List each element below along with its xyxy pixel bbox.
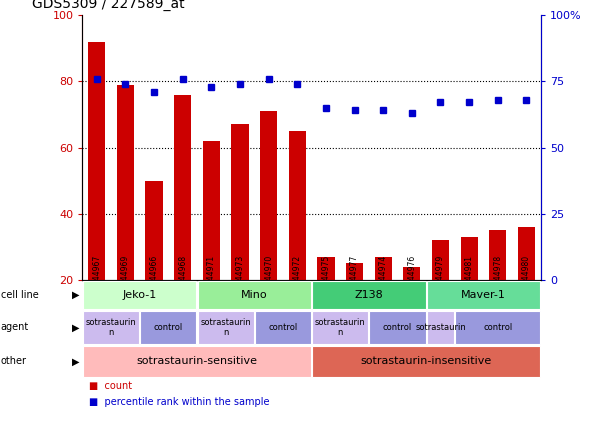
Bar [88, 41, 106, 280]
Bar [426, 281, 540, 309]
Text: control: control [383, 323, 412, 332]
Bar [83, 281, 197, 309]
Text: GSM1044966: GSM1044966 [150, 254, 159, 306]
Bar [312, 311, 368, 343]
Text: sotrastaurin
n: sotrastaurin n [315, 318, 365, 337]
Bar [432, 240, 449, 280]
Bar [203, 141, 220, 280]
Text: Mino: Mino [241, 290, 268, 300]
Text: ■  percentile rank within the sample: ■ percentile rank within the sample [89, 398, 269, 407]
Bar [255, 311, 311, 343]
Bar [455, 311, 540, 343]
Text: GSM1044981: GSM1044981 [464, 255, 474, 305]
Text: GSM1044974: GSM1044974 [379, 254, 388, 306]
Bar [426, 311, 454, 343]
Bar [317, 257, 335, 280]
Bar [518, 227, 535, 280]
Text: GSM1044967: GSM1044967 [92, 254, 101, 306]
Bar [403, 267, 420, 280]
Text: control: control [154, 323, 183, 332]
Text: agent: agent [1, 322, 29, 332]
Text: GSM1044979: GSM1044979 [436, 254, 445, 306]
Bar [232, 124, 249, 280]
Text: GDS5309 / 227589_at: GDS5309 / 227589_at [32, 0, 185, 11]
Bar [312, 346, 540, 376]
Text: sotrastaurin-insensitive: sotrastaurin-insensitive [360, 357, 492, 366]
Text: sotrastaurin-sensitive: sotrastaurin-sensitive [136, 357, 258, 366]
Text: sotrastaurin
n: sotrastaurin n [200, 318, 251, 337]
Text: cell line: cell line [1, 290, 38, 300]
Text: control: control [268, 323, 298, 332]
Text: ▶: ▶ [72, 322, 79, 332]
Text: control: control [483, 323, 513, 332]
Bar [197, 311, 254, 343]
Text: ■  count: ■ count [89, 381, 132, 390]
Text: ▶: ▶ [72, 357, 79, 366]
Bar [83, 346, 311, 376]
Bar [117, 85, 134, 280]
Bar [489, 230, 507, 280]
Text: GSM1044973: GSM1044973 [235, 254, 244, 306]
Bar [312, 281, 426, 309]
Bar [289, 131, 306, 280]
Text: GSM1044976: GSM1044976 [408, 254, 416, 306]
Bar [141, 311, 197, 343]
Bar [174, 94, 191, 280]
Bar [370, 311, 426, 343]
Text: other: other [1, 357, 27, 366]
Text: GSM1044971: GSM1044971 [207, 255, 216, 305]
Text: Maver-1: Maver-1 [461, 290, 506, 300]
Bar [346, 264, 363, 280]
Text: Jeko-1: Jeko-1 [123, 290, 157, 300]
Bar [375, 257, 392, 280]
Text: GSM1044968: GSM1044968 [178, 255, 187, 305]
Text: Z138: Z138 [354, 290, 383, 300]
Text: GSM1044978: GSM1044978 [493, 255, 502, 305]
Text: GSM1044980: GSM1044980 [522, 255, 531, 305]
Text: GSM1044977: GSM1044977 [350, 254, 359, 306]
Bar [461, 237, 478, 280]
Bar [197, 281, 311, 309]
Text: GSM1044972: GSM1044972 [293, 255, 302, 305]
Text: sotrastaurin
n: sotrastaurin n [86, 318, 136, 337]
Text: ▶: ▶ [72, 290, 79, 300]
Text: GSM1044970: GSM1044970 [264, 254, 273, 306]
Bar [260, 111, 277, 280]
Bar [83, 311, 139, 343]
Text: GSM1044969: GSM1044969 [121, 254, 130, 306]
Bar [145, 181, 163, 280]
Text: sotrastaurin: sotrastaurin [415, 323, 466, 332]
Text: GSM1044975: GSM1044975 [321, 254, 331, 306]
